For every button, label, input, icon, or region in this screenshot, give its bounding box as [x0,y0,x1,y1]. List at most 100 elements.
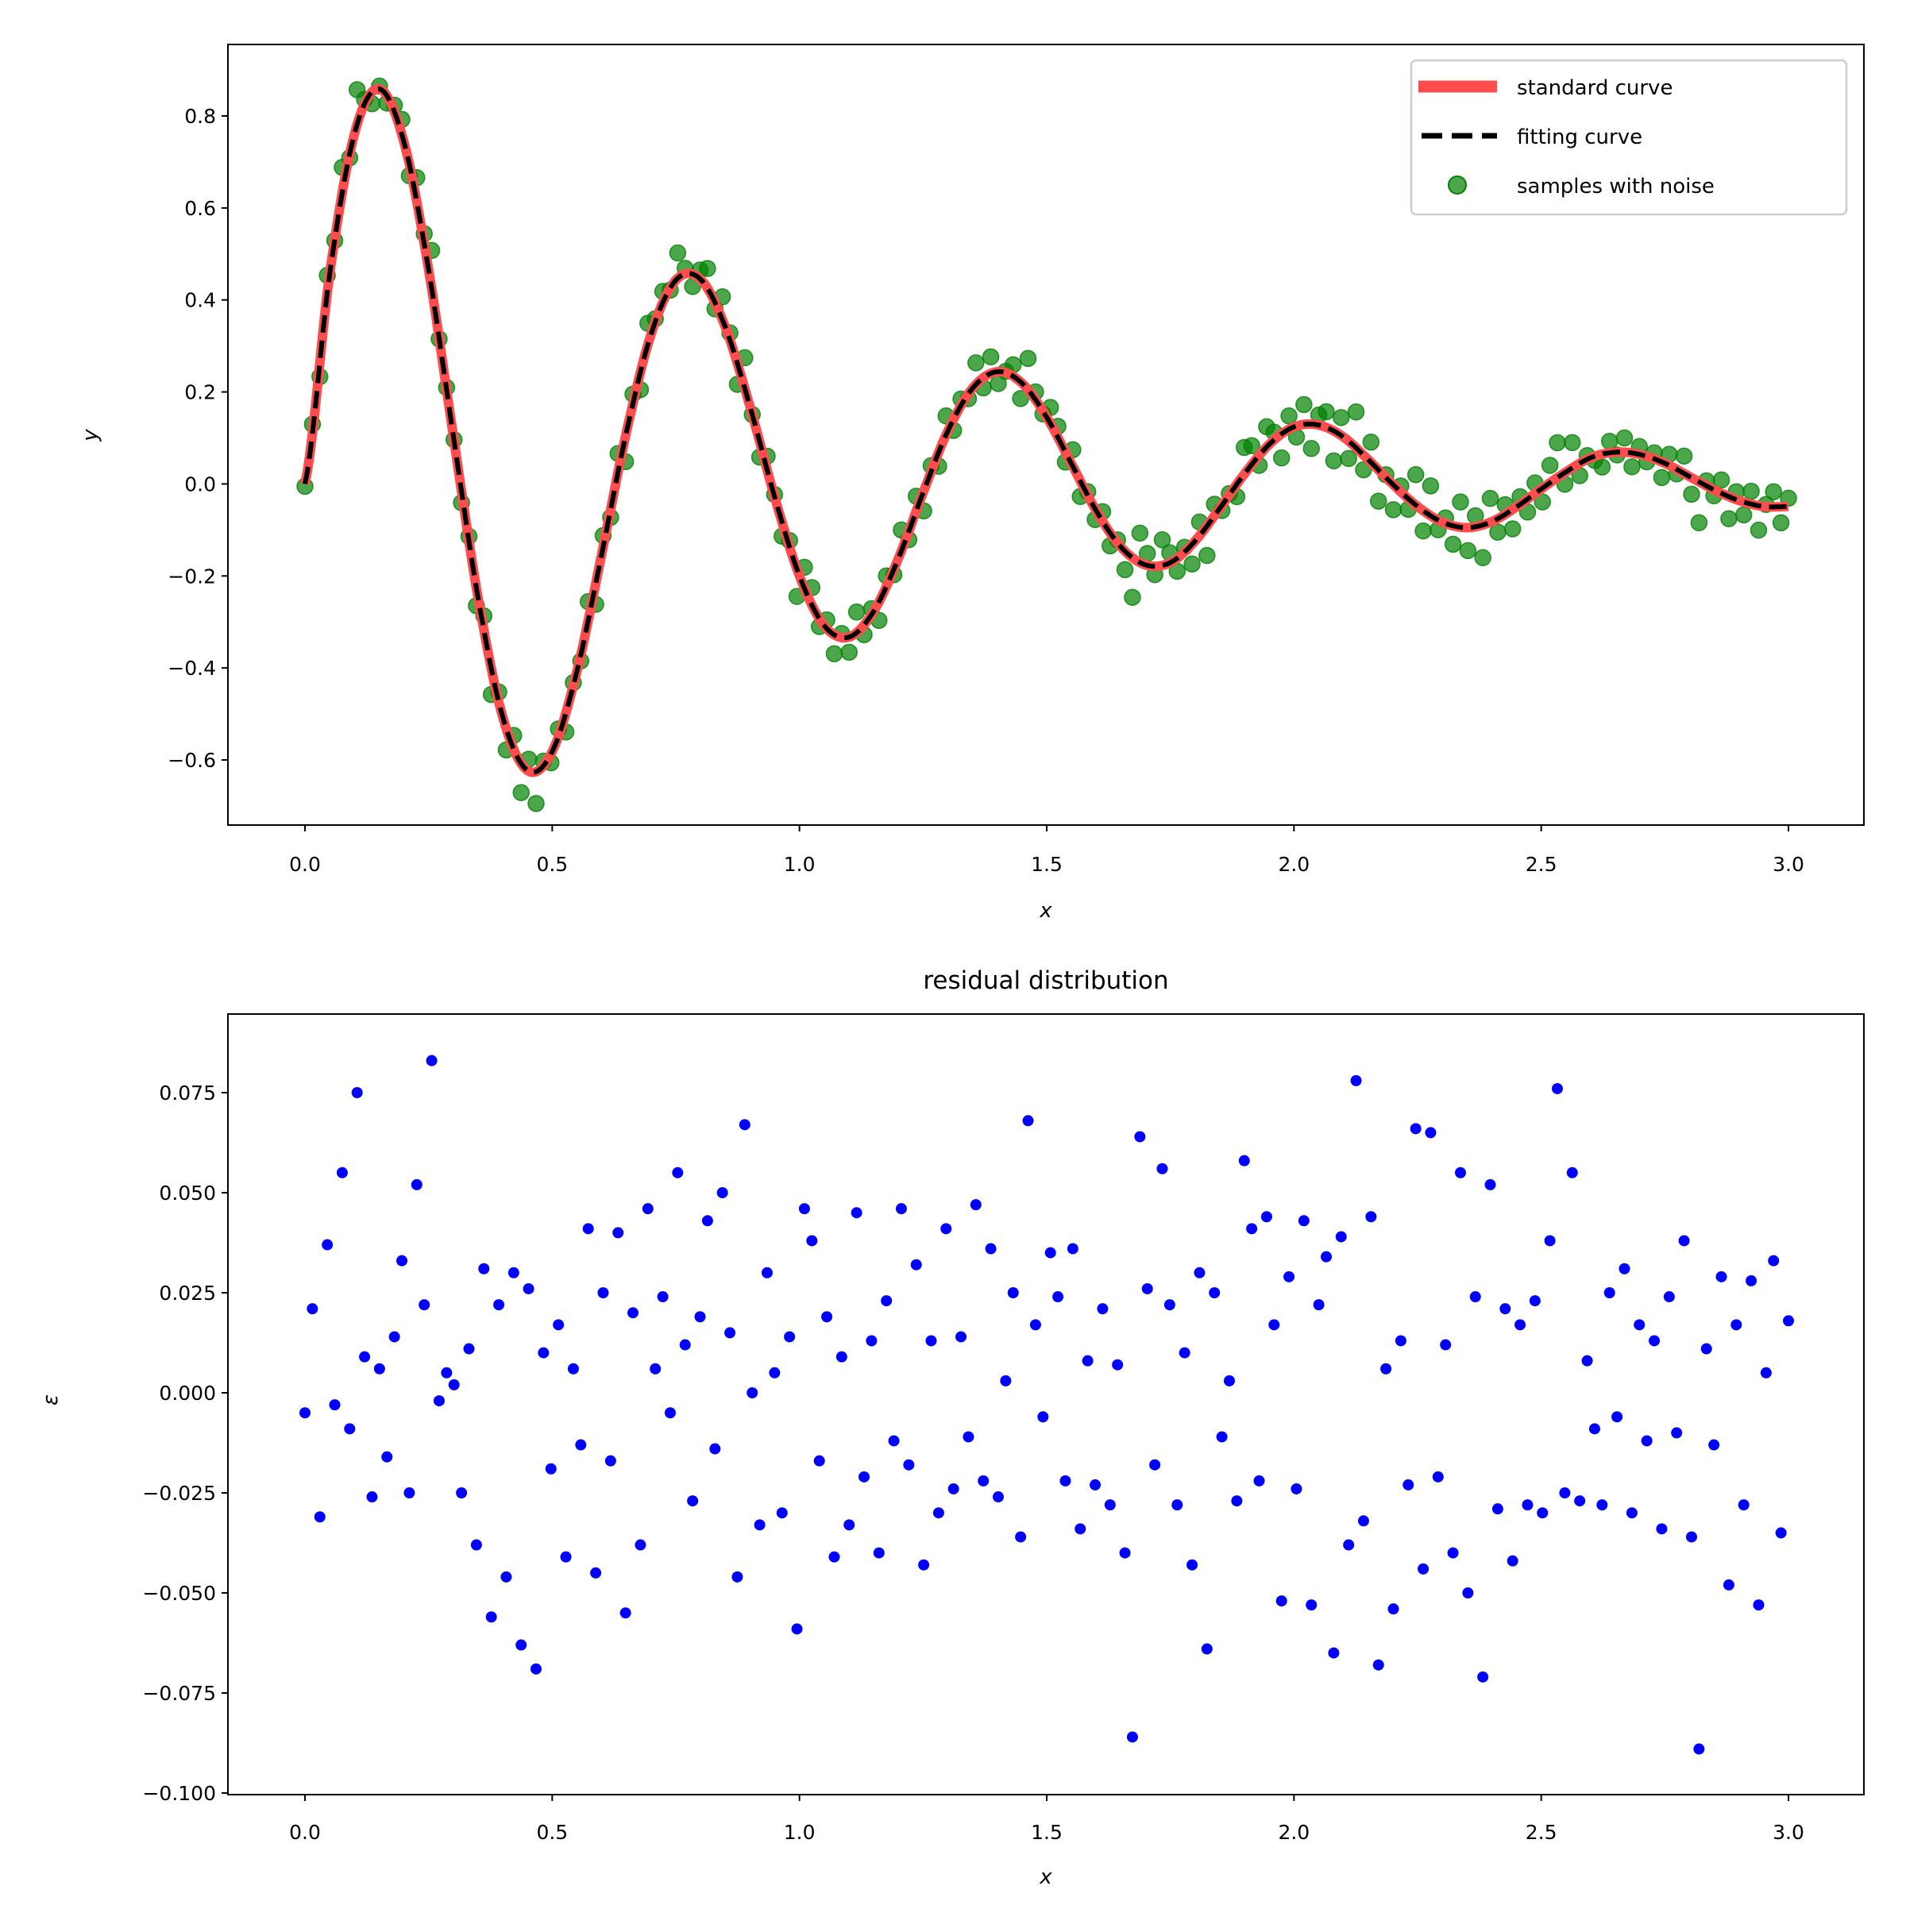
y-tick-label: 0.050 [159,1182,216,1205]
x-tick-label: 1.5 [1031,1821,1063,1844]
sample-point [1384,501,1402,519]
residual-point [1141,1282,1153,1294]
residual-point [1328,1647,1340,1659]
residual-point [1477,1671,1489,1683]
residual-point [866,1335,878,1347]
sample-point [1280,407,1298,425]
sample-point [847,604,866,621]
sample-point [1742,482,1760,500]
residual-point [359,1351,371,1363]
x-tick-label: 2.5 [1526,1821,1557,1844]
sample-point [1369,492,1387,510]
residual-point [590,1567,602,1579]
residual-point [761,1267,773,1278]
x-tick-label: 0.0 [289,853,321,876]
residual-plot-ylabel: ε [39,1394,63,1406]
residual-point [366,1491,378,1503]
residual-point [1685,1531,1697,1543]
residual-point [299,1407,311,1419]
residual-point [1537,1507,1549,1519]
residual-point [441,1367,453,1379]
sample-point [527,795,545,812]
residual-point [1306,1599,1318,1611]
sample-point [1325,452,1343,470]
residual-point [1246,1223,1258,1235]
residual-point [1119,1547,1131,1559]
residual-point [1746,1275,1757,1286]
y-tick-label: −0.050 [142,1582,216,1605]
residual-point [1275,1595,1287,1607]
residual-point [1059,1475,1071,1487]
sample-point [1765,483,1782,501]
residual-point [1410,1123,1422,1135]
residual-point [485,1611,497,1623]
residual-point [1678,1235,1690,1247]
residual-point [881,1295,893,1307]
x-tick-label: 1.5 [1031,853,1063,876]
residual-point [1126,1731,1138,1743]
sample-point [1302,440,1320,457]
residual-point [1499,1303,1511,1315]
sample-point [1459,542,1477,560]
residual-point [687,1495,699,1507]
residual-point [1708,1439,1720,1451]
residual-point [1029,1319,1041,1331]
legend-samples-marker [1448,175,1467,195]
residual-point [388,1331,400,1343]
residual-point [1104,1499,1116,1511]
residual-point [373,1363,385,1375]
residual-point [1693,1743,1705,1755]
residual-point [1015,1531,1027,1543]
sample-point [1653,469,1671,487]
residual-point [604,1455,616,1467]
residual-point [724,1327,736,1339]
residual-point [1552,1082,1564,1094]
sample-point [1318,403,1335,421]
sample-point [699,260,716,277]
residual-point [1418,1563,1430,1575]
x-tick-label: 2.5 [1526,853,1557,876]
x-tick-label: 1.0 [784,1821,816,1844]
residual-point [336,1167,348,1178]
y-tick-label: 0.6 [184,197,216,220]
residual-point [1783,1315,1795,1327]
residual-point [351,1087,363,1098]
sample-point [1541,457,1559,474]
sample-point [825,645,843,663]
sample-point [1750,521,1768,539]
residual-point [835,1351,847,1363]
sample-point [1295,395,1313,414]
residual-point [582,1223,594,1235]
residual-point [798,1203,810,1215]
residual-point [1365,1211,1377,1223]
residual-point [1559,1487,1571,1498]
y-tick-label: 0.4 [184,289,216,312]
residual-point [1603,1287,1615,1298]
sample-point [1012,390,1029,407]
residual-point [1402,1479,1414,1490]
y-tick-label: −0.6 [168,749,216,772]
sample-point [1183,555,1201,573]
residual-point [895,1203,907,1215]
residual-point [657,1291,669,1303]
residual-point [1313,1299,1325,1311]
residual-point [828,1551,840,1563]
residual-point [806,1235,818,1247]
residual-point [672,1167,684,1178]
y-tick-label: −0.4 [168,657,216,680]
sample-point [1116,561,1134,579]
sample-point [1124,588,1141,606]
legend-fitting-curve-label: fitting curve [1517,125,1642,149]
sample-point [1503,520,1522,538]
residual-point [1574,1495,1586,1507]
residual-point [560,1551,572,1563]
sample-point [1243,437,1260,454]
residual-point [1380,1363,1392,1375]
residual-point [1044,1247,1056,1259]
residual-point [940,1223,952,1235]
sample-point [1734,506,1753,524]
residual-point [523,1282,534,1294]
residual-plot-title: residual distribution [923,966,1168,995]
residual-point [426,1055,438,1066]
residual-point [1179,1347,1190,1359]
